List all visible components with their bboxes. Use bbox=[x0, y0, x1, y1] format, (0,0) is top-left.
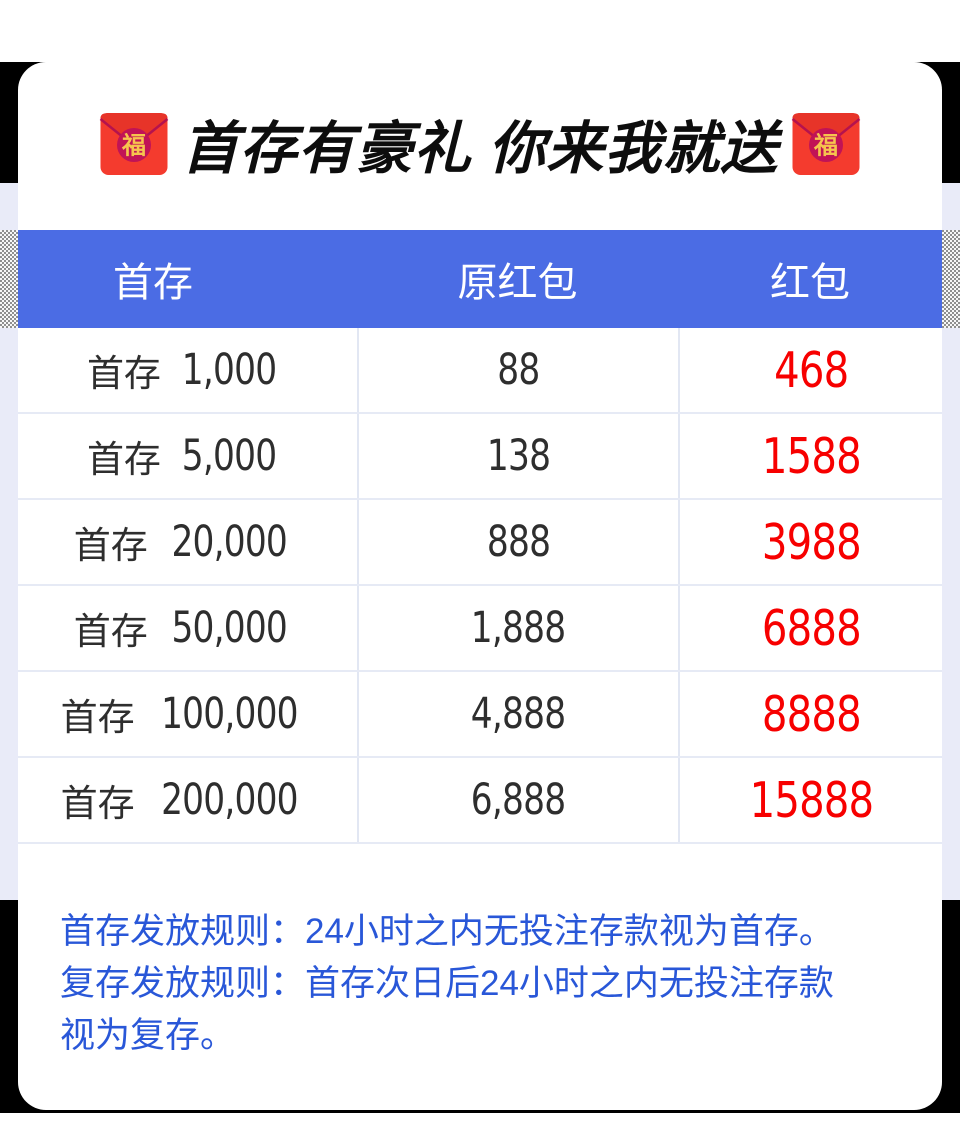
bonus-value: 15888 bbox=[749, 771, 874, 829]
header-bonus: 红包 bbox=[770, 261, 850, 305]
original-bonus-value: 4,888 bbox=[471, 689, 566, 739]
bonus-cell: 1588 bbox=[678, 414, 942, 498]
background-band-top-white bbox=[0, 0, 960, 62]
page-title: 首存有豪礼 你来我就送 bbox=[181, 117, 779, 181]
original-bonus-cell: 888 bbox=[357, 500, 678, 584]
promo-card: 福 首存有豪礼 你来我就送 福 首存 原红包 红包 首存 1,000 88 46 bbox=[18, 62, 942, 1110]
bonus-value: 468 bbox=[773, 341, 849, 399]
red-envelope-icon: 福 bbox=[99, 113, 168, 175]
original-bonus-cell: 6,888 bbox=[357, 758, 678, 842]
bonus-value: 8888 bbox=[761, 685, 862, 743]
bonus-table-header: 首存 原红包 红包 bbox=[18, 230, 942, 328]
deposit-prefix: 首存 bbox=[86, 353, 161, 394]
original-bonus-value: 1,888 bbox=[471, 603, 566, 653]
original-bonus-cell: 138 bbox=[357, 414, 678, 498]
deposit-cell: 首存 100,000 bbox=[18, 672, 357, 756]
table-row: 首存 200,000 6,888 15888 bbox=[18, 758, 942, 844]
deposit-amount: 50,000 bbox=[171, 603, 287, 653]
rules-line-2: 复存发放规则：首存次日后24小时之内无投注存款 bbox=[60, 964, 834, 1003]
original-bonus-cell: 4,888 bbox=[357, 672, 678, 756]
bonus-value: 3988 bbox=[761, 513, 862, 571]
fu-character: 福 bbox=[121, 133, 146, 160]
title-row: 福 首存有豪礼 你来我就送 福 bbox=[18, 96, 942, 192]
table-row: 首存 100,000 4,888 8888 bbox=[18, 672, 942, 758]
header-original-bonus: 原红包 bbox=[457, 261, 578, 305]
rules-text: 首存发放规则：24小时之内无投注存款视为首存。 复存发放规则：首存次日后24小时… bbox=[60, 906, 910, 1062]
bonus-value: 1588 bbox=[761, 427, 862, 485]
deposit-amount: 5,000 bbox=[181, 431, 277, 481]
deposit-cell: 首存 20,000 bbox=[18, 500, 357, 584]
bonus-cell: 6888 bbox=[678, 586, 942, 670]
original-bonus-value: 888 bbox=[486, 517, 551, 567]
deposit-cell: 首存 50,000 bbox=[18, 586, 357, 670]
fu-character: 福 bbox=[813, 133, 838, 160]
deposit-amount: 1,000 bbox=[181, 345, 277, 395]
original-bonus-cell: 1,888 bbox=[357, 586, 678, 670]
original-bonus-value: 6,888 bbox=[471, 775, 566, 825]
deposit-prefix: 首存 bbox=[60, 697, 135, 738]
rules-line-3: 视为复存。 bbox=[60, 1016, 236, 1055]
table-row: 首存 50,000 1,888 6888 bbox=[18, 586, 942, 672]
original-bonus-cell: 88 bbox=[357, 328, 678, 412]
deposit-amount: 20,000 bbox=[171, 517, 287, 567]
deposit-amount: 100,000 bbox=[160, 689, 298, 739]
background-band-bottom-white bbox=[0, 1113, 960, 1123]
deposit-prefix: 首存 bbox=[86, 439, 161, 480]
bonus-value: 6888 bbox=[761, 599, 862, 657]
bonus-cell: 3988 bbox=[678, 500, 942, 584]
deposit-prefix: 首存 bbox=[73, 525, 148, 566]
header-deposit: 首存 bbox=[113, 261, 193, 305]
deposit-cell: 首存 5,000 bbox=[18, 414, 357, 498]
deposit-cell: 首存 1,000 bbox=[18, 328, 357, 412]
bonus-cell: 468 bbox=[678, 328, 942, 412]
deposit-amount: 200,000 bbox=[160, 775, 298, 825]
red-envelope-icon: 福 bbox=[792, 113, 861, 175]
bonus-cell: 8888 bbox=[678, 672, 942, 756]
table-row: 首存 1,000 88 468 bbox=[18, 328, 942, 414]
deposit-cell: 首存 200,000 bbox=[18, 758, 357, 842]
rules-line-1: 首存发放规则：24小时之内无投注存款视为首存。 bbox=[60, 912, 834, 951]
bonus-table-body: 首存 1,000 88 468 首存 5,000 138 1588 bbox=[18, 328, 942, 844]
deposit-prefix: 首存 bbox=[73, 611, 148, 652]
bonus-cell: 15888 bbox=[678, 758, 942, 842]
original-bonus-value: 138 bbox=[486, 431, 551, 481]
table-row: 首存 5,000 138 1588 bbox=[18, 414, 942, 500]
table-row: 首存 20,000 888 3988 bbox=[18, 500, 942, 586]
deposit-prefix: 首存 bbox=[60, 783, 135, 824]
original-bonus-value: 88 bbox=[497, 345, 540, 395]
